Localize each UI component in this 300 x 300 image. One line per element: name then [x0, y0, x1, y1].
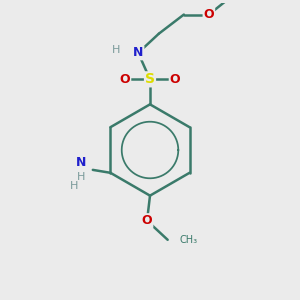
Text: H: H — [112, 45, 120, 55]
Text: O: O — [204, 8, 214, 21]
Text: O: O — [170, 73, 180, 86]
Text: N: N — [133, 46, 143, 59]
Text: H: H — [70, 181, 78, 191]
Text: O: O — [142, 214, 152, 227]
Text: S: S — [145, 72, 155, 86]
Text: CH₃: CH₃ — [179, 235, 198, 245]
Text: O: O — [120, 73, 130, 86]
Text: N: N — [76, 156, 86, 169]
Text: H: H — [77, 172, 85, 182]
